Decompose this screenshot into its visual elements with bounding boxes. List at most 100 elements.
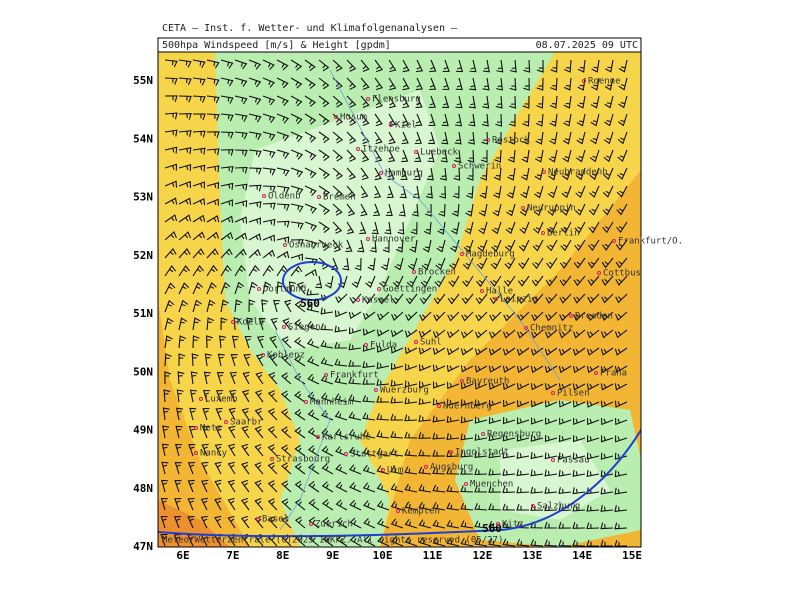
wind-barb [405,293,418,305]
lon-label: 11E [423,549,443,562]
wind-barb [360,203,368,217]
wind-barb [504,257,516,270]
contour-label: 560 [300,297,320,310]
wind-barb [478,203,488,217]
wind-barb [390,329,404,338]
wind-barb [219,335,226,349]
wind-barb [447,293,460,305]
wind-barb [591,59,600,73]
wind-barb [535,113,544,127]
wind-barb [466,167,474,181]
wind-barb [536,77,544,91]
wind-barb [214,461,222,475]
wind-barb [335,499,348,511]
wind-barb [206,282,217,295]
wind-barb [474,538,488,547]
wind-barb [503,311,516,322]
wind-barb [614,522,628,530]
wind-barb [346,59,357,72]
wind-barb [376,413,390,421]
wind-barb [432,467,446,475]
wind-barb [404,431,418,439]
wind-barb [192,181,205,189]
wind-barb [475,293,488,305]
wind-barb [261,299,269,313]
wind-barb [402,77,410,91]
wind-barb [561,203,572,216]
city-label: Chemnitz [530,324,573,334]
city-dot [582,79,586,83]
wind-barb [418,329,432,339]
wind-barb [488,365,502,373]
wind-barb [192,299,202,313]
wind-barb [418,484,432,493]
wind-barb [467,131,475,145]
city-dot [521,206,525,210]
wind-barb [318,113,330,126]
city-dot [612,239,616,243]
city-label: Osnabrueck [289,241,344,251]
wind-barb [520,185,530,199]
wind-barb [602,221,614,234]
wind-barb [572,365,586,374]
wind-barb [262,95,276,106]
wind-barb [508,131,516,145]
wind-barb [601,311,614,321]
wind-barb [306,303,320,313]
wind-barb [234,131,248,140]
wind-barb [548,149,558,163]
wind-barb [617,113,628,127]
wind-barb [488,399,502,407]
wind-barb [572,347,586,356]
wind-barb [348,464,362,475]
city-label: Kiel [395,121,417,131]
wind-barb [178,214,192,223]
wind-barb [254,443,264,457]
wind-barb [475,311,488,322]
wind-barb [349,535,362,547]
wind-barb [462,275,474,288]
wind-barb [164,180,178,188]
wind-barb [280,408,292,421]
wind-barb [369,239,377,253]
wind-barb [362,429,376,439]
wind-barb [248,167,262,175]
wind-barb [406,275,418,288]
wind-barb [559,257,572,269]
wind-barb [516,469,530,477]
wind-barb [433,311,446,322]
wind-barb [558,521,572,529]
wind-barb [262,234,276,242]
wind-barb [290,77,303,89]
wind-barb [449,257,460,270]
city-label: Magdeburg [466,250,515,260]
wind-barb [590,113,600,127]
wind-barb [189,407,197,421]
wind-barb [601,435,614,443]
wind-barb [600,329,614,339]
wind-barb [428,95,436,109]
wind-barb [474,468,488,476]
wind-barb [255,371,264,385]
wind-barb [600,383,614,391]
wind-barb [163,389,171,403]
wind-barb [320,357,334,367]
wind-barb [308,480,320,493]
lat-label: 51N [133,307,153,320]
city-dot [460,252,464,256]
city-label: Kassel [362,296,395,306]
wind-barb [600,522,614,530]
wind-barb [466,185,474,199]
wind-barb [334,358,348,367]
city-dot [452,164,456,168]
wind-barb [284,299,292,313]
wind-barb [530,329,544,339]
wind-barb [248,201,262,209]
wind-barb [502,365,516,373]
wind-barb [248,264,260,277]
wind-barb [228,407,236,421]
wind-barb [534,185,544,199]
wind-barb [476,275,488,288]
city-dot [374,388,378,392]
wind-barb [533,203,544,217]
